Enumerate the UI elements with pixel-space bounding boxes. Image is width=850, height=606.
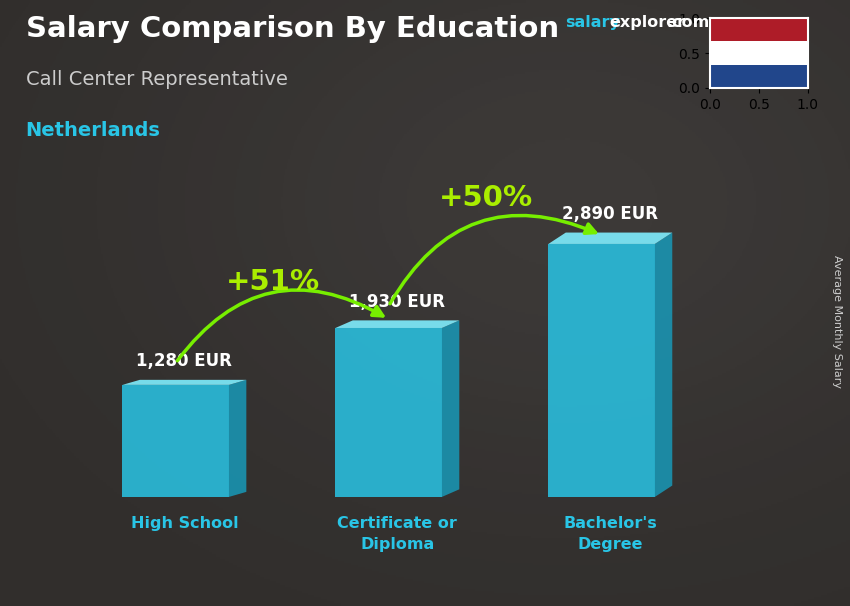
- Text: Average Monthly Salary: Average Monthly Salary: [832, 255, 842, 388]
- Polygon shape: [122, 385, 229, 497]
- Text: .com: .com: [666, 15, 710, 30]
- Polygon shape: [548, 244, 654, 497]
- Text: +51%: +51%: [225, 268, 320, 296]
- Polygon shape: [336, 328, 442, 497]
- Text: Netherlands: Netherlands: [26, 121, 161, 140]
- Text: 1,280 EUR: 1,280 EUR: [137, 352, 232, 370]
- Text: High School: High School: [131, 516, 238, 531]
- Polygon shape: [122, 380, 246, 385]
- Bar: [710, 18, 808, 41]
- Bar: [710, 65, 808, 88]
- Text: Call Center Representative: Call Center Representative: [26, 70, 287, 88]
- Polygon shape: [548, 233, 672, 244]
- Polygon shape: [229, 380, 246, 497]
- Polygon shape: [442, 321, 459, 497]
- Text: +50%: +50%: [439, 184, 532, 213]
- Text: 1,930 EUR: 1,930 EUR: [349, 293, 445, 311]
- Bar: [710, 41, 808, 65]
- Text: explorer: explorer: [609, 15, 686, 30]
- Text: 2,890 EUR: 2,890 EUR: [563, 205, 658, 223]
- Polygon shape: [336, 321, 459, 328]
- Polygon shape: [654, 233, 672, 497]
- Text: Certificate or
Diploma: Certificate or Diploma: [337, 516, 457, 552]
- Text: Bachelor's
Degree: Bachelor's Degree: [564, 516, 657, 552]
- Text: Salary Comparison By Education: Salary Comparison By Education: [26, 15, 558, 43]
- Text: salary: salary: [565, 15, 620, 30]
